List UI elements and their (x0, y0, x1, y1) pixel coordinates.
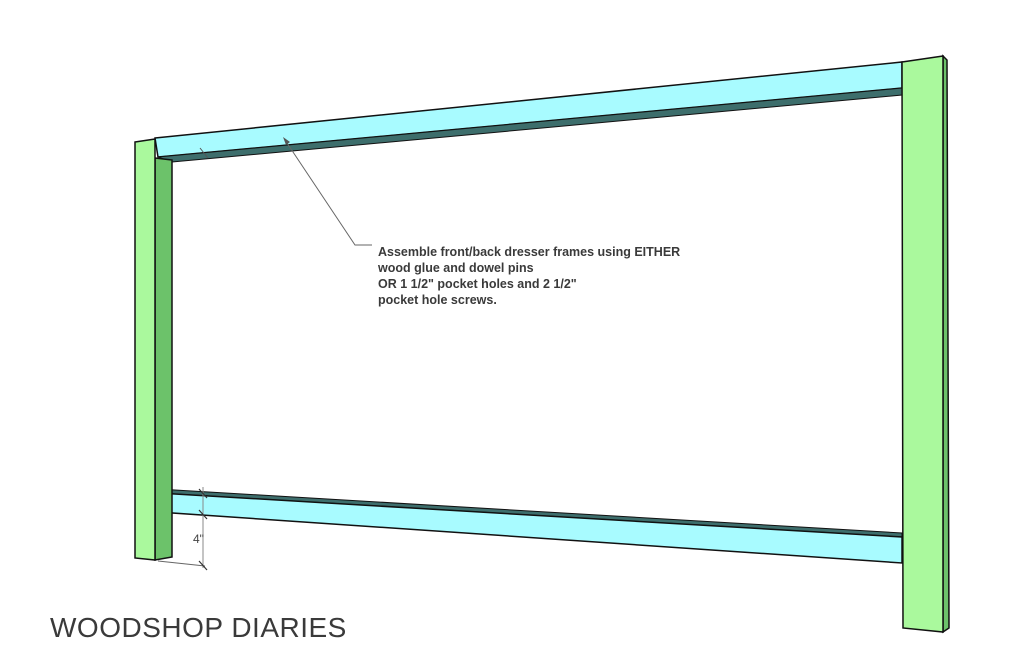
bottom-rail (157, 488, 903, 564)
top-rail (154, 61, 903, 163)
note-line: pocket hole screws. (378, 293, 497, 307)
assembly-note: Assemble front/back dresser frames using… (378, 244, 680, 308)
dimension-marker (157, 487, 208, 571)
note-line: OR 1 1/2" pocket holes and 2 1/2" (378, 277, 577, 291)
right-leg (901, 54, 950, 634)
leader-line (199, 137, 372, 246)
dimension-label: 4" (193, 532, 204, 546)
brand-watermark: WOODSHOP DIARIES (50, 612, 347, 643)
left-leg (134, 138, 173, 561)
note-line: wood glue and dowel pins (378, 261, 534, 275)
note-line: Assemble front/back dresser frames using… (378, 245, 681, 259)
